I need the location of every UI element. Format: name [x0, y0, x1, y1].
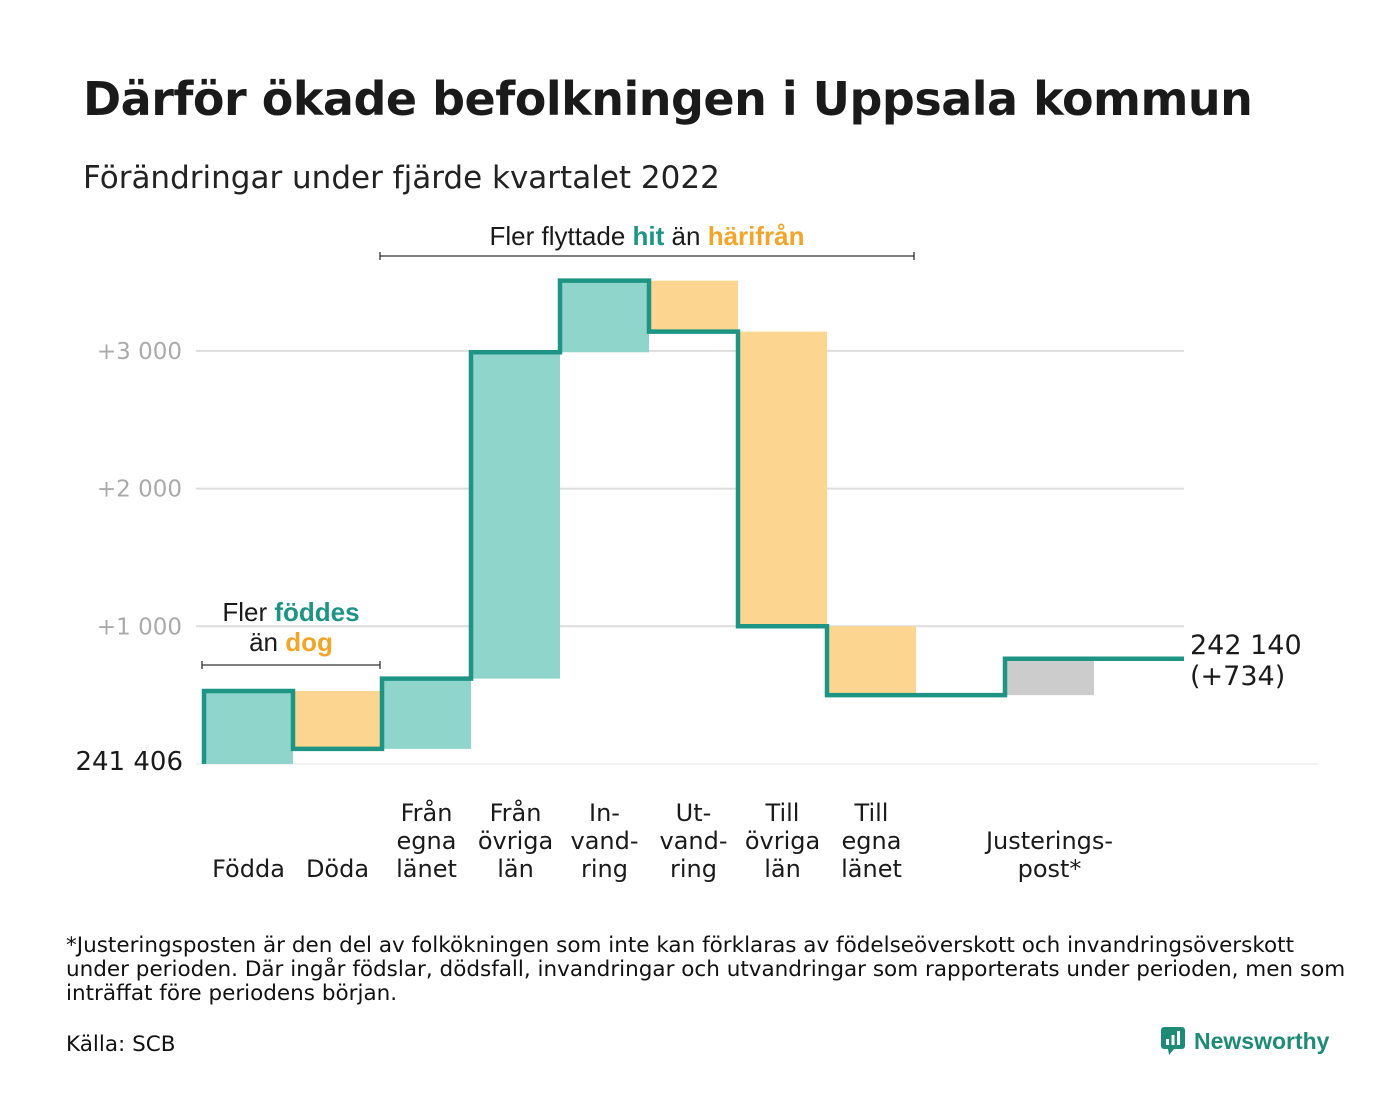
category-label: Döda — [306, 855, 369, 883]
category-label-line: länet — [841, 855, 902, 883]
footnote: *Justeringsposten är den del av folkökni… — [66, 933, 1346, 1006]
bracket-annotation: Fler flyttade hit än härifrån — [489, 221, 804, 251]
chart-bubble-icon — [1161, 1027, 1185, 1055]
category-label-line: post* — [1018, 855, 1082, 883]
annotation-fragment: Fler flyttade — [489, 221, 632, 251]
bar-out — [649, 280, 738, 332]
annotation-fragment: hit — [633, 221, 665, 251]
annotation-fragment: härifrån — [708, 221, 805, 251]
chart-subtitle: Förändringar under fjärde kvartalet 2022 — [83, 160, 720, 196]
category-label-line: vand- — [659, 827, 727, 855]
category-label: In-vand-ring — [570, 799, 638, 883]
category-label-line: Från — [401, 798, 453, 827]
category-label-line: egna — [397, 827, 457, 855]
brand-logo[interactable]: Newsworthy — [1160, 1026, 1329, 1056]
category-label-line: Till — [765, 799, 800, 827]
category-label-line: övriga — [478, 827, 553, 855]
category-label-line: län — [764, 855, 801, 883]
category-label-line: Till — [854, 799, 889, 827]
category-label-line: Födda — [212, 855, 285, 883]
category-label-line: Från — [490, 798, 542, 827]
category-label: Födda — [212, 855, 285, 883]
category-label-line: Döda — [306, 855, 369, 883]
brand-name: Newsworthy — [1194, 1027, 1330, 1054]
bar-in — [471, 352, 560, 679]
category-label: Ut-vand-ring — [659, 799, 727, 883]
category-label: Justerings-post* — [984, 827, 1113, 883]
category-label-line: ring — [670, 855, 717, 883]
bracket-annotation: Fler föddes — [222, 597, 359, 627]
category-label-line: ring — [581, 855, 628, 883]
y-tick-label: +1 000 — [97, 614, 182, 640]
bracket-annotation: än dog — [249, 627, 333, 657]
category-label-line: övriga — [745, 827, 820, 855]
category-label-line: egna — [842, 827, 902, 855]
annotation-fragment: dog — [285, 627, 333, 657]
start-value-label: 241 406 — [75, 747, 183, 777]
bar-adjust — [1005, 658, 1094, 696]
category-label-line: län — [497, 855, 534, 883]
chart-title: Därför ökade befolkningen i Uppsala komm… — [83, 72, 1253, 126]
bar-out — [738, 331, 827, 627]
annotation-fragment: Fler — [222, 597, 274, 627]
source-label: Källa: SCB — [66, 1032, 176, 1057]
y-tick-label: +3 000 — [97, 339, 182, 365]
category-label-line: Justerings- — [984, 827, 1113, 855]
category-label-line: vand- — [570, 827, 638, 855]
y-tick-label: +2 000 — [97, 477, 182, 503]
end-change-label: (+734) — [1190, 661, 1285, 692]
annotation-fragment: än — [249, 627, 285, 657]
category-label-line: länet — [396, 855, 457, 883]
end-value-label: 242 140 — [1190, 630, 1302, 661]
bar-in — [204, 691, 293, 764]
bar-out — [293, 691, 382, 749]
cumulative-step-line — [201, 278, 1184, 764]
category-label-line: Ut- — [676, 799, 712, 827]
bar-in — [382, 678, 471, 749]
bar-out — [827, 626, 916, 696]
category-label-line: In- — [589, 799, 620, 827]
annotation-fragment: än — [664, 221, 707, 251]
annotation-fragment: föddes — [274, 597, 359, 627]
bar-in — [560, 280, 649, 353]
